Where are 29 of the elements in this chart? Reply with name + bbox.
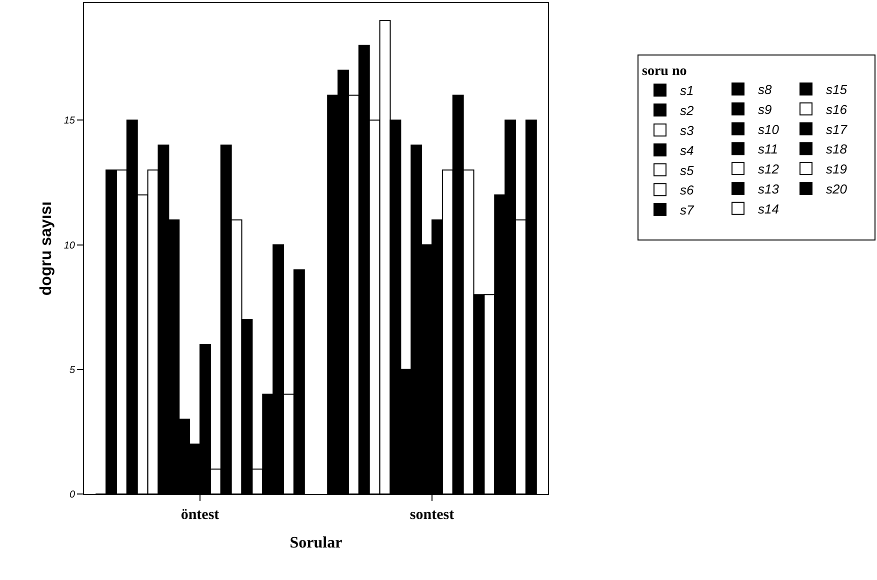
legend-label: s11 — [758, 142, 778, 157]
y-tick-label: 0 — [69, 490, 76, 500]
legend-label: s9 — [758, 102, 772, 117]
legend-label: s18 — [826, 142, 848, 157]
y-axis-title: dogru sayısı — [38, 201, 55, 296]
x-axis-title: Sorular — [290, 534, 342, 552]
legend-label: s12 — [758, 162, 780, 177]
x-tick-label: öntest — [180, 507, 220, 523]
legend-label: s13 — [758, 182, 780, 197]
legend-label: s14 — [758, 201, 779, 216]
y-tick-label: 5 — [69, 364, 76, 376]
legend-label: s1 — [680, 83, 694, 98]
legend-label: s6 — [680, 182, 694, 198]
legend-label: s10 — [758, 122, 780, 137]
legend-label: s5 — [680, 162, 694, 178]
x-tick-label: sontest — [410, 507, 454, 523]
legend-label: s17 — [826, 122, 848, 137]
legend-title: soru no — [642, 64, 687, 80]
legend-label: s2 — [680, 103, 694, 118]
legend-label: s7 — [680, 202, 694, 218]
y-tick-label: 15 — [64, 116, 76, 127]
legend-label: s20 — [826, 182, 848, 197]
legend-label: s3 — [680, 123, 694, 138]
legend-label: s8 — [758, 82, 772, 98]
legend-label: s19 — [826, 162, 847, 177]
legend-label: s4 — [680, 142, 694, 158]
legend-label: s16 — [826, 102, 848, 117]
y-tick-label: 10 — [64, 240, 76, 252]
legend-label: s15 — [826, 82, 848, 98]
